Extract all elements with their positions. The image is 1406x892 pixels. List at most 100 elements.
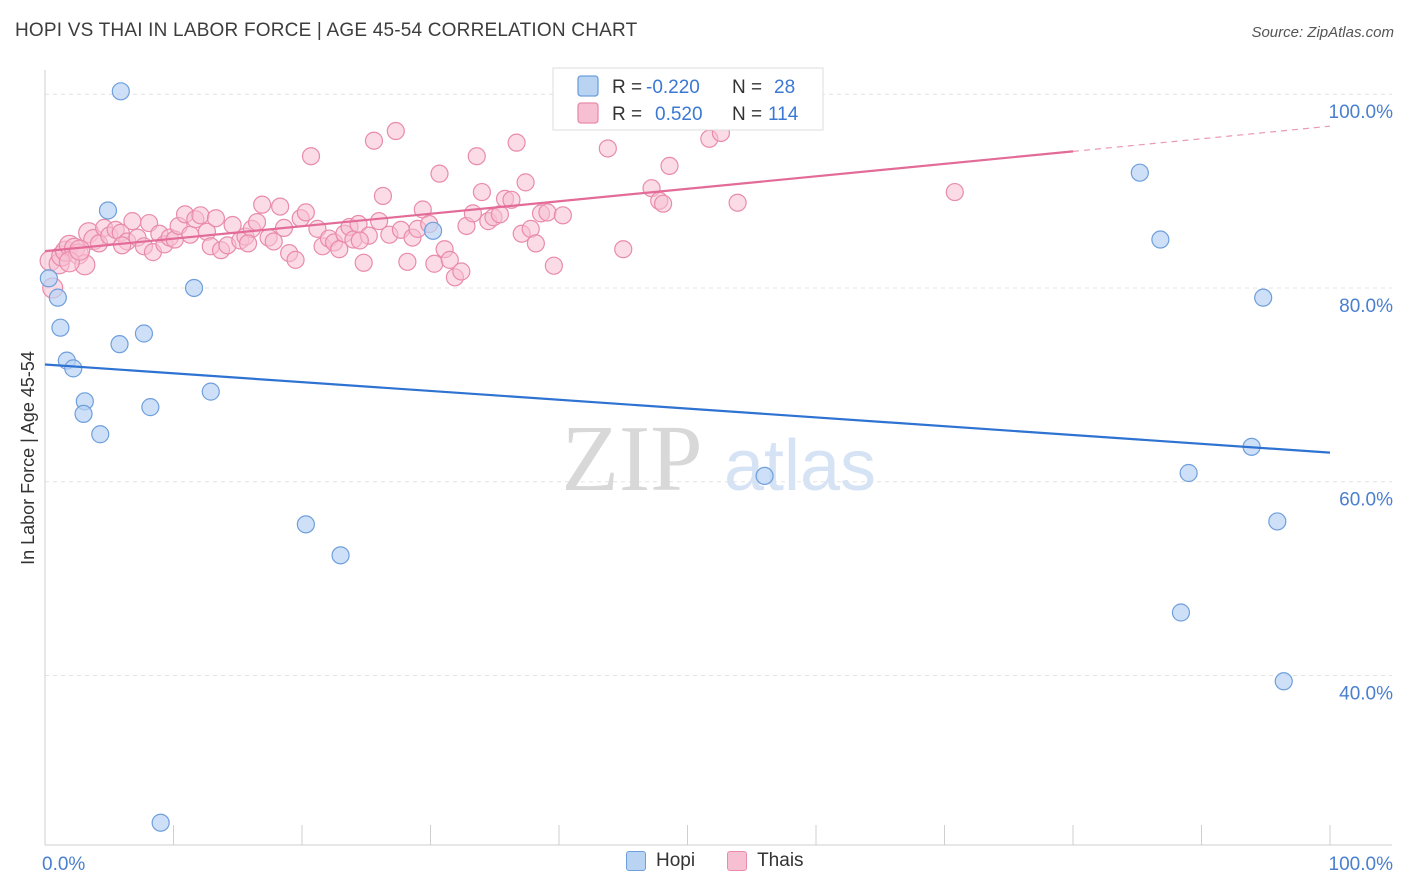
thai-point xyxy=(614,240,633,259)
thai-point xyxy=(296,203,315,222)
y-tick-label-100: 100.0% xyxy=(1329,102,1394,123)
thai-point xyxy=(286,250,305,269)
hopi-point xyxy=(296,515,315,534)
thai-point xyxy=(653,194,673,213)
y-tick-label-80: 80.0% xyxy=(1339,296,1393,317)
stats-r-value-hopi: -0.220 xyxy=(646,77,700,98)
thai-point xyxy=(370,212,389,231)
hopi-point xyxy=(201,382,220,401)
thai-point xyxy=(264,232,283,251)
stats-legend-swatch-thai xyxy=(577,102,599,124)
hopi-point xyxy=(151,813,170,832)
stats-n-value-hopi: 28 xyxy=(774,77,795,98)
hopi-point xyxy=(1179,463,1198,483)
hopi-point xyxy=(134,324,154,343)
stats-r-value-thai: 0.520 xyxy=(655,104,703,125)
thai-point xyxy=(502,190,521,209)
legend-item-hopi[interactable]: Hopi xyxy=(626,850,695,872)
hopi-point xyxy=(1254,288,1273,307)
hopi-point xyxy=(331,546,350,565)
x-tick-label-100: 100.0% xyxy=(1329,854,1394,875)
thai-point xyxy=(69,239,91,261)
thai-point xyxy=(507,133,526,152)
thai-point xyxy=(440,250,459,269)
hopi-point xyxy=(184,278,204,298)
stats-legend-swatch-hopi xyxy=(577,75,599,97)
hopi-point xyxy=(110,335,129,354)
hopi-point xyxy=(1274,672,1293,691)
hopi-point xyxy=(64,359,83,378)
thai-point xyxy=(181,225,200,244)
thai-point xyxy=(660,156,679,176)
thai-point xyxy=(271,197,290,216)
stats-r-label-hopi: R = xyxy=(612,77,647,98)
hopi-point xyxy=(39,269,58,288)
svg-text:R = -0.220 N =: R = -0.220 N = 28 xyxy=(612,77,795,98)
thai-point xyxy=(544,256,563,275)
svg-text:R = 0.520 N =: R = 0.520 N = 114 xyxy=(612,104,799,125)
thai-point xyxy=(123,212,142,231)
thai-point xyxy=(206,209,226,228)
thai-point xyxy=(247,212,267,232)
thai-point xyxy=(945,182,964,202)
legend-label-hopi: Hopi xyxy=(656,850,696,871)
thai-point xyxy=(553,206,572,225)
watermark-zip: ZIP xyxy=(562,407,703,511)
thai-point xyxy=(373,186,393,206)
thai-trend-extension xyxy=(1072,125,1331,152)
hopi-trend-line xyxy=(44,363,1331,454)
hopi-point xyxy=(141,398,160,417)
stats-n-label-thai: N = xyxy=(732,104,767,125)
thai-point xyxy=(467,147,486,166)
y-axis-label: In Labor Force | Age 45-54 xyxy=(18,351,38,565)
thai-point xyxy=(253,195,272,214)
thai-point xyxy=(364,131,384,150)
grid-lines xyxy=(45,93,1392,676)
x-tick-label-0: 0.0% xyxy=(42,854,85,875)
watermark-atlas: atlas xyxy=(724,426,876,506)
hopi-point xyxy=(423,221,443,240)
stats-legend: R = -0.220 N = 28 R = 0.520 N = 114 xyxy=(552,67,824,131)
thai-point xyxy=(463,204,483,223)
thai-point xyxy=(354,253,373,272)
thai-point xyxy=(386,121,405,141)
legend-swatch-hopi xyxy=(626,851,646,871)
thai-point xyxy=(350,231,369,250)
hopi-point xyxy=(1268,512,1287,531)
hopi-point xyxy=(1130,163,1149,182)
series-legend: Hopi Thais xyxy=(626,850,836,872)
hopi-point xyxy=(98,201,118,220)
hopi-point xyxy=(755,466,774,486)
thai-points xyxy=(39,83,964,299)
thai-point xyxy=(526,234,545,253)
thai-trend-line xyxy=(44,150,1074,253)
hopi-point xyxy=(111,82,130,101)
hopi-points xyxy=(39,82,1293,832)
thai-point xyxy=(452,262,471,281)
thai-point xyxy=(191,206,210,225)
legend-item-thais[interactable]: Thais xyxy=(727,850,804,872)
thai-point xyxy=(238,234,258,253)
hopi-point xyxy=(1151,230,1170,249)
stats-n-label-hopi: N = xyxy=(732,77,767,98)
hopi-point xyxy=(91,425,110,444)
legend-label-thais: Thais xyxy=(757,850,804,871)
thai-point xyxy=(472,182,491,202)
legend-swatch-thais xyxy=(727,851,748,871)
hopi-point xyxy=(48,288,67,307)
trend-lines xyxy=(44,125,1331,454)
thai-point xyxy=(425,254,444,273)
y-tick-label-60: 60.0% xyxy=(1339,490,1393,511)
source-label: Source: ZipAtlas.com xyxy=(1251,24,1394,41)
thai-point xyxy=(538,203,557,222)
thai-point xyxy=(728,193,747,212)
tick-labels: 100.0% 80.0% 60.0% 40.0% 0.0% 100.0% xyxy=(42,102,1393,875)
thai-point xyxy=(398,252,417,271)
hopi-point xyxy=(74,404,93,424)
stats-r-label-thai: R = xyxy=(612,104,647,125)
thai-point xyxy=(516,173,535,192)
y-tick-label-40: 40.0% xyxy=(1339,683,1393,704)
axes xyxy=(44,70,1392,846)
thai-point xyxy=(301,147,321,166)
